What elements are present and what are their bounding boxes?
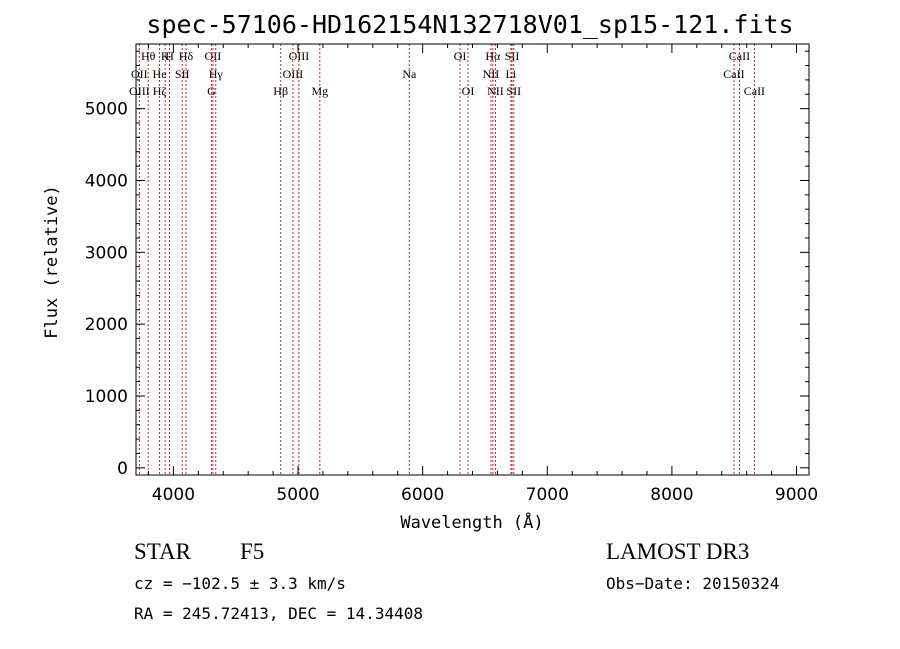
- line-marker-label: Hδ: [179, 49, 194, 63]
- line-marker-label: OIII: [129, 84, 150, 98]
- x-tick-label: 9000: [775, 485, 818, 505]
- line-marker-label: Hγ: [209, 67, 224, 81]
- line-marker-label: CaII: [729, 49, 750, 63]
- line-marker-label: Hζ: [153, 84, 167, 98]
- y-tick-label: 5000: [85, 100, 128, 120]
- y-tick-label: 0: [117, 459, 128, 479]
- x-axis: 4000 5000 6000 7000 8000 9000: [147, 44, 818, 505]
- chart-title: spec-57106-HD162154N132718V01_sp15-121.f…: [146, 10, 793, 39]
- line-marker-label: CaII: [744, 84, 765, 98]
- line-marker-label: OII: [205, 49, 222, 63]
- y-axis-label: Flux (relative): [42, 185, 62, 339]
- line-marker-label: SII: [506, 84, 521, 98]
- line-marker-label: OII: [131, 67, 148, 81]
- line-marker-label: Li: [506, 67, 517, 81]
- line-marker-label: Na: [402, 67, 417, 81]
- line-marker-label: Mg: [311, 84, 328, 98]
- line-marker-label: OIII: [289, 49, 310, 63]
- line-marker-label: Hα: [485, 49, 501, 63]
- line-marker-label: SII: [175, 67, 190, 81]
- line-marker-label: H: [165, 49, 174, 63]
- y-tick-label: 1000: [85, 387, 128, 407]
- y-tick-label: 2000: [85, 315, 128, 335]
- line-marker-label: Hθ: [141, 49, 156, 63]
- line-marker-label: OIII: [283, 67, 304, 81]
- object-subclass: F5: [240, 539, 265, 564]
- x-tick-label: 5000: [276, 485, 319, 505]
- line-marker-label: OI: [462, 84, 475, 98]
- y-tick-label: 3000: [85, 243, 128, 263]
- x-tick-label: 6000: [401, 485, 444, 505]
- x-tick-label: 4000: [152, 485, 195, 505]
- x-tick-label: 7000: [526, 485, 569, 505]
- line-marker-label: NII: [487, 84, 504, 98]
- line-marker-label: Hβ: [273, 84, 288, 98]
- line-marker-label: He: [153, 67, 167, 81]
- line-marker-label: CaII: [723, 67, 744, 81]
- line-marker-label: G: [207, 84, 216, 98]
- survey-name: LAMOST DR3: [606, 539, 750, 564]
- redshift-text: cz = −102.5 ± 3.3 km/s: [134, 574, 346, 593]
- coords-text: RA = 245.72413, DEC = 14.34408: [134, 604, 423, 623]
- line-marker-label: NII: [483, 67, 500, 81]
- x-axis-label: Wavelength (Å): [400, 511, 543, 533]
- obs-date-text: Obs−Date: 20150324: [606, 574, 780, 593]
- object-class: STAR: [134, 539, 191, 564]
- line-marker-label: SII: [505, 49, 520, 63]
- plot-frame: [135, 43, 810, 476]
- line-marker-label: K: [161, 49, 170, 63]
- x-tick-label: 8000: [650, 485, 693, 505]
- line-marker-label: OI: [454, 49, 467, 63]
- y-axis: 0 1000 2000 3000 4000 5000: [85, 50, 809, 479]
- y-tick-label: 4000: [85, 171, 128, 191]
